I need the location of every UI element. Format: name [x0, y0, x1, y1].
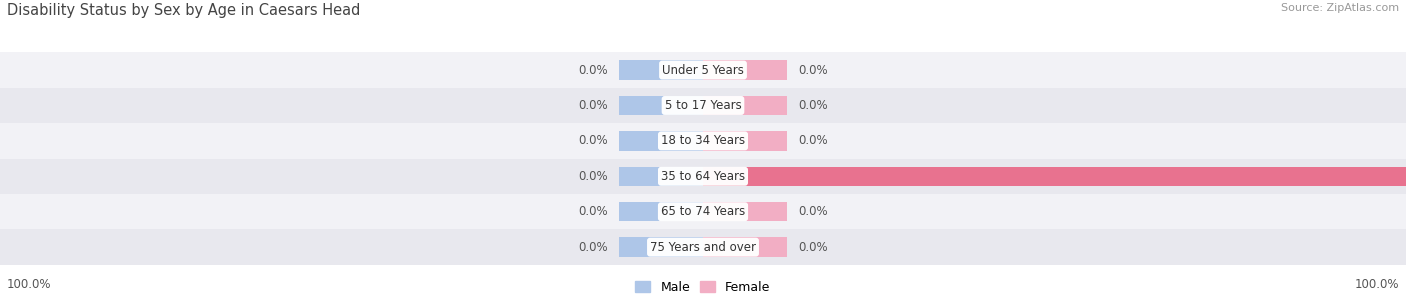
- Bar: [0, 88, 1406, 123]
- Text: 75 Years and over: 75 Years and over: [650, 241, 756, 254]
- Text: Source: ZipAtlas.com: Source: ZipAtlas.com: [1281, 3, 1399, 13]
- Text: 0.0%: 0.0%: [799, 99, 828, 112]
- Text: 0.0%: 0.0%: [578, 205, 609, 218]
- Text: 65 to 74 Years: 65 to 74 Years: [661, 205, 745, 218]
- Bar: [619, 237, 703, 257]
- Bar: [703, 131, 787, 151]
- Text: 0.0%: 0.0%: [578, 135, 609, 147]
- Bar: [0, 52, 1406, 88]
- Bar: [703, 167, 1406, 186]
- Text: Disability Status by Sex by Age in Caesars Head: Disability Status by Sex by Age in Caesa…: [7, 3, 360, 18]
- Bar: [703, 202, 787, 221]
- Text: 0.0%: 0.0%: [799, 135, 828, 147]
- Text: Under 5 Years: Under 5 Years: [662, 63, 744, 77]
- Text: 100.0%: 100.0%: [1354, 278, 1399, 291]
- Text: 5 to 17 Years: 5 to 17 Years: [665, 99, 741, 112]
- Text: 18 to 34 Years: 18 to 34 Years: [661, 135, 745, 147]
- Bar: [703, 237, 787, 257]
- Text: 0.0%: 0.0%: [578, 241, 609, 254]
- Bar: [0, 123, 1406, 159]
- Bar: [619, 96, 703, 115]
- Text: 100.0%: 100.0%: [7, 278, 52, 291]
- Bar: [0, 159, 1406, 194]
- Text: 0.0%: 0.0%: [799, 63, 828, 77]
- Text: 0.0%: 0.0%: [578, 99, 609, 112]
- Bar: [703, 96, 787, 115]
- Text: 0.0%: 0.0%: [799, 241, 828, 254]
- Bar: [0, 194, 1406, 229]
- Text: 0.0%: 0.0%: [799, 205, 828, 218]
- Bar: [619, 167, 703, 186]
- Bar: [0, 229, 1406, 265]
- Bar: [619, 60, 703, 80]
- Bar: [703, 60, 787, 80]
- Legend: Male, Female: Male, Female: [630, 276, 776, 299]
- Text: 0.0%: 0.0%: [578, 63, 609, 77]
- Bar: [619, 202, 703, 221]
- Text: 35 to 64 Years: 35 to 64 Years: [661, 170, 745, 183]
- Bar: [619, 131, 703, 151]
- Text: 0.0%: 0.0%: [578, 170, 609, 183]
